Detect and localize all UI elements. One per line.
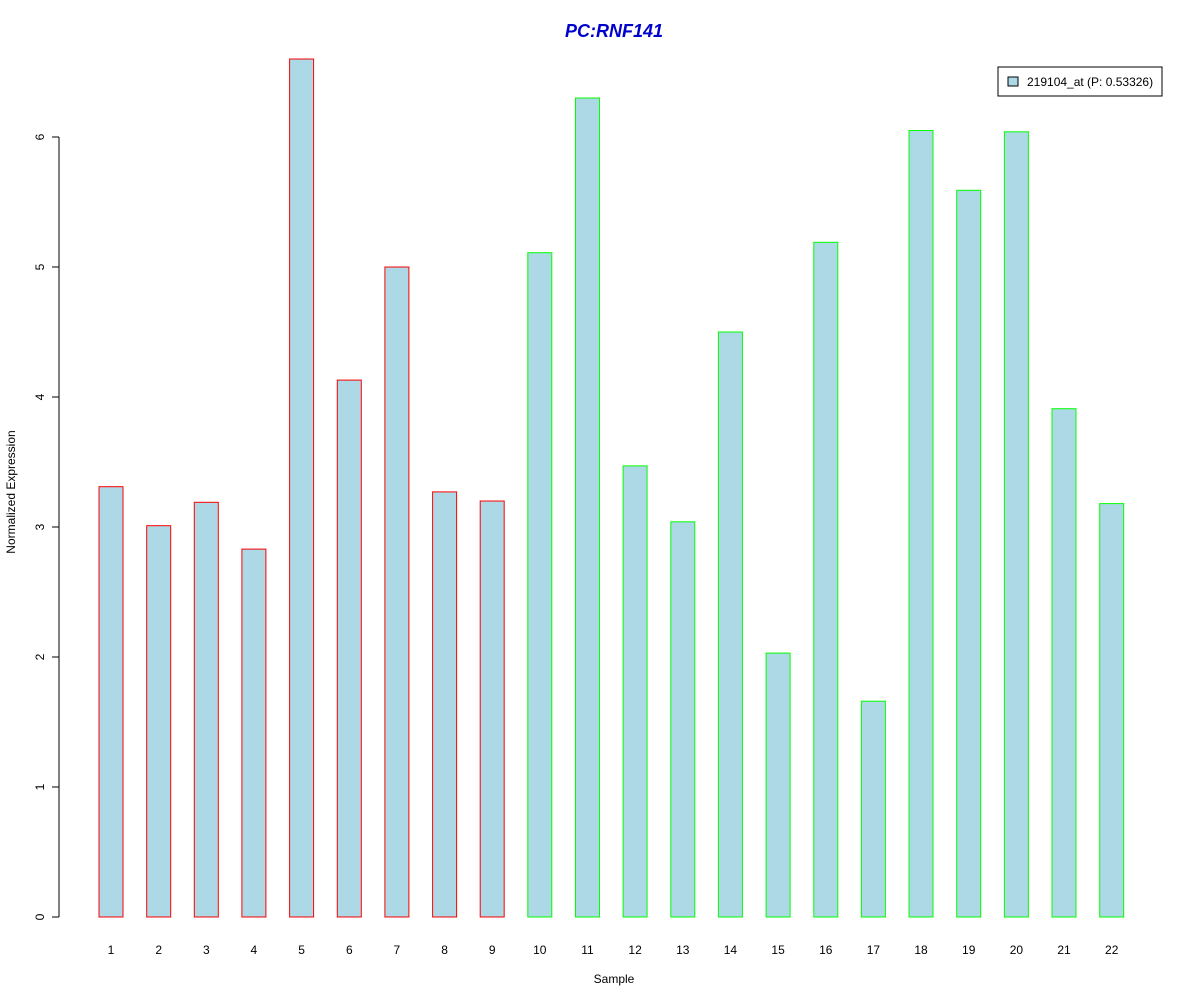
x-tick-labels: 1 2 3 4 5 6 7 8 9 10 11 12 13 14 15 16 17 18 19 20 21 22 — [108, 943, 1119, 957]
bar-sample-19 — [956, 189, 982, 918]
y-tick-label: 1 — [33, 783, 47, 790]
x-tick-label: 1 — [108, 943, 115, 957]
bar-sample-20 — [1003, 131, 1029, 918]
bar-sample-17 — [860, 700, 886, 918]
bar-sample-7 — [384, 266, 410, 918]
x-tick-label: 15 — [771, 943, 785, 957]
bar-sample-10 — [527, 252, 553, 918]
x-tick-label: 8 — [441, 943, 448, 957]
bar-sample-12 — [622, 465, 648, 918]
bar-sample-22 — [1099, 503, 1125, 918]
bar-sample-5 — [289, 58, 315, 918]
x-tick-label: 6 — [346, 943, 353, 957]
x-tick-label: 18 — [914, 943, 928, 957]
x-tick-label: 10 — [533, 943, 547, 957]
legend-swatch — [1007, 76, 1019, 87]
x-tick-label: 2 — [155, 943, 162, 957]
x-tick-label: 14 — [724, 943, 738, 957]
bars — [98, 58, 1125, 918]
x-axis-label: Sample — [594, 972, 635, 986]
bar-sample-4 — [241, 548, 267, 918]
bar-sample-1 — [98, 486, 124, 918]
bar-sample-11 — [575, 97, 600, 918]
x-tick-label: 16 — [819, 943, 833, 957]
bar-sample-15 — [765, 652, 791, 918]
x-tick-label: 12 — [628, 943, 642, 957]
bar-sample-16 — [813, 241, 839, 918]
y-axis: 0 1 2 3 4 5 6 — [33, 133, 60, 920]
bar-sample-3 — [193, 501, 219, 918]
x-tick-label: 20 — [1010, 943, 1024, 957]
chart-title: PC:RNF141 — [565, 21, 663, 41]
bar-sample-9 — [479, 500, 505, 918]
y-tick-label: 0 — [33, 913, 47, 920]
y-tick-label: 2 — [33, 653, 47, 660]
x-tick-label: 9 — [489, 943, 496, 957]
bar-sample-6 — [336, 379, 362, 918]
y-tick-label: 4 — [33, 393, 47, 400]
bar-sample-13 — [670, 521, 696, 918]
bar-sample-2 — [146, 525, 172, 918]
bar-sample-18 — [908, 130, 934, 918]
x-tick-label: 5 — [298, 943, 305, 957]
legend: 219104_at (P: 0.53326) — [997, 66, 1163, 97]
legend-label: 219104_at (P: 0.53326) — [1027, 75, 1153, 89]
bar-sample-8 — [432, 491, 458, 918]
y-axis-label: Normalized Expression — [4, 430, 18, 553]
legend-box — [997, 66, 1163, 97]
bar-sample-14 — [717, 331, 743, 918]
x-tick-label: 19 — [962, 943, 976, 957]
x-tick-label: 22 — [1105, 943, 1119, 957]
y-tick-label: 6 — [33, 133, 47, 140]
x-tick-label: 21 — [1057, 943, 1071, 957]
x-tick-label: 17 — [867, 943, 881, 957]
x-tick-label: 3 — [203, 943, 210, 957]
x-tick-label: 13 — [676, 943, 690, 957]
y-tick-label: 5 — [33, 263, 47, 270]
y-tick-label: 3 — [33, 523, 47, 530]
x-tick-label: 4 — [251, 943, 258, 957]
bar-sample-21 — [1051, 408, 1077, 918]
x-tick-label: 7 — [394, 943, 401, 957]
x-tick-label: 11 — [581, 943, 594, 957]
